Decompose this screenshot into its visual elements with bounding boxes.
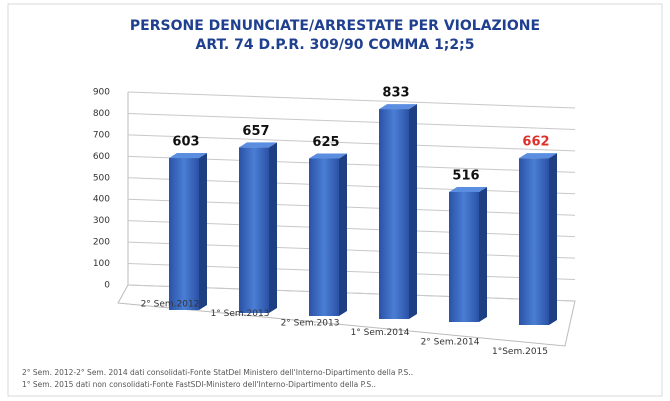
bar <box>519 158 549 325</box>
value-label: 833 <box>382 86 409 101</box>
bar-side <box>339 153 347 316</box>
grid-line <box>127 134 576 152</box>
y-tick-label: 400 <box>93 195 110 205</box>
bar-side <box>409 104 417 319</box>
y-tick-label: 300 <box>93 216 110 226</box>
grid-line <box>127 91 576 109</box>
bar-side <box>199 153 207 310</box>
bar-side <box>269 142 277 313</box>
value-label: 625 <box>312 135 339 150</box>
y-tick-label: 500 <box>93 173 110 183</box>
x-tick-label: 2° Sem.2012 <box>141 300 200 310</box>
bar-side <box>549 153 557 325</box>
y-tick-label: 200 <box>93 238 110 248</box>
x-tick-label: 1° Sem.2014 <box>351 328 410 338</box>
bar <box>379 109 409 319</box>
x-tick-label: 2° Sem.2014 <box>421 338 480 348</box>
x-tick-label: 1° Sem.2013 <box>211 309 270 319</box>
y-tick-label: 800 <box>93 109 110 119</box>
y-tick-label: 100 <box>93 259 110 269</box>
x-tick-label: 1°Sem.2015 <box>492 347 548 357</box>
bar-top <box>449 186 487 192</box>
bar <box>169 158 199 310</box>
y-tick-label: 0 <box>104 281 110 291</box>
bar <box>239 147 269 313</box>
x-tick-label: 2° Sem.2013 <box>281 319 340 329</box>
chart-title: ART. 74 D.P.R. 309/90 COMMA 1;2;5 <box>195 37 474 53</box>
chart-title: PERSONE DENUNCIATE/ARRESTATE PER VIOLAZI… <box>130 18 540 34</box>
grid-line <box>127 112 576 130</box>
bar-top <box>239 142 277 148</box>
bar-top <box>519 153 557 159</box>
footnote: 1° Sem. 2015 dati non consolidati-Fonte … <box>22 380 376 389</box>
bar <box>449 191 479 322</box>
value-label: 657 <box>242 124 269 139</box>
y-tick-label: 700 <box>93 130 110 140</box>
y-tick-label: 900 <box>93 88 110 98</box>
bar-top <box>169 153 207 159</box>
value-label: 662 <box>522 135 549 150</box>
bar <box>309 158 339 316</box>
bar-top <box>309 153 347 159</box>
footnote: 2° Sem. 2012-2° Sem. 2014 dati consolida… <box>22 368 413 377</box>
bar-side <box>479 186 487 322</box>
bar-top <box>379 104 417 110</box>
y-tick-label: 600 <box>93 152 110 162</box>
value-label: 603 <box>172 135 199 150</box>
value-label: 516 <box>452 168 479 183</box>
